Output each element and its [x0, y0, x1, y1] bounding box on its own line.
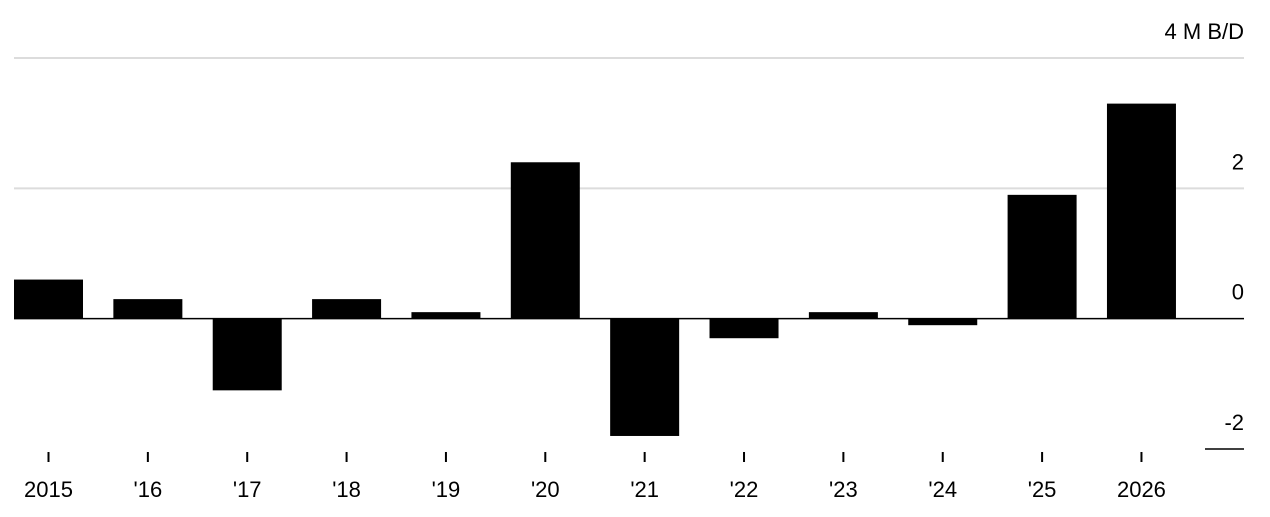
- x-tick-label: '19: [432, 477, 461, 502]
- x-tick-label: '23: [829, 477, 858, 502]
- x-tick-label: '24: [928, 477, 957, 502]
- bar: [709, 318, 779, 339]
- x-tick-label: '25: [1028, 477, 1057, 502]
- bar: [610, 318, 680, 436]
- bar: [411, 312, 481, 319]
- bar: [808, 312, 878, 319]
- bar: [1007, 194, 1077, 319]
- bar: [312, 299, 382, 319]
- y-tick-label: 2: [1232, 149, 1244, 174]
- bar: [1106, 103, 1176, 319]
- x-tick-label: '20: [531, 477, 560, 502]
- x-tick-label: '17: [233, 477, 262, 502]
- y-tick-label: -2: [1224, 410, 1244, 435]
- y-tick-label: 0: [1232, 280, 1244, 305]
- bar: [510, 162, 580, 319]
- y-tick-label: 4 M B/D: [1165, 19, 1244, 44]
- bar: [113, 299, 183, 319]
- bar: [212, 318, 282, 391]
- x-tick-label: '18: [332, 477, 361, 502]
- x-tick-label: '16: [134, 477, 163, 502]
- x-tick-label: '21: [630, 477, 659, 502]
- bar: [908, 318, 978, 326]
- bar: [14, 279, 83, 319]
- x-tick-label: 2015: [24, 477, 73, 502]
- x-tick-label: '22: [730, 477, 759, 502]
- x-tick-label: 2026: [1117, 477, 1166, 502]
